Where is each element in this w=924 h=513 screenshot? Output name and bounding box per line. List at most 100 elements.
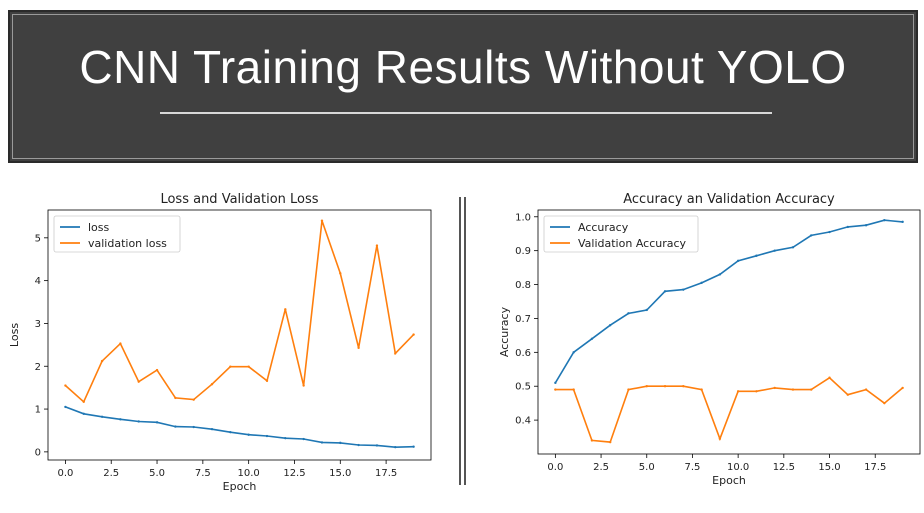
y-tick-label: 4 (35, 276, 41, 287)
x-tick-label: 5.0 (149, 468, 165, 479)
y-tick-label: 0.9 (515, 246, 531, 257)
data-point-validation-loss (64, 384, 67, 387)
title-banner: CNN Training Results Without YOLO (8, 10, 918, 163)
data-point-validation-accuracy (773, 386, 776, 390)
banner-underline (160, 112, 772, 114)
data-point-validation-accuracy (608, 440, 612, 444)
data-point-loss (247, 433, 250, 436)
data-point-accuracy (682, 288, 685, 291)
data-point-loss (155, 421, 159, 424)
x-tick-label: 10.0 (238, 468, 260, 479)
chart-title: Loss and Validation Loss (160, 192, 318, 207)
data-point-validation-accuracy (700, 388, 703, 391)
data-point-validation-loss (302, 384, 305, 387)
data-point-validation-loss (155, 368, 159, 372)
data-point-validation-loss (229, 365, 232, 368)
data-point-validation-loss (339, 272, 342, 275)
data-point-validation-accuracy (755, 390, 758, 393)
data-point-validation-loss (210, 383, 214, 386)
y-axis-label: Loss (8, 323, 21, 347)
data-point-validation-loss (192, 398, 195, 401)
y-tick-label: 0 (35, 447, 41, 458)
data-point-validation-loss (119, 342, 122, 345)
data-point-validation-accuracy (828, 376, 831, 379)
legend-label: Accuracy (578, 221, 629, 234)
data-point-loss (284, 436, 287, 440)
chart-title: Accuracy an Validation Accuracy (623, 192, 835, 207)
data-point-loss (265, 434, 269, 438)
data-point-accuracy (901, 220, 904, 224)
data-point-validation-accuracy (627, 388, 630, 391)
data-point-accuracy (645, 308, 648, 312)
x-tick-label: 2.5 (593, 462, 609, 473)
legend-label: Validation Accuracy (578, 237, 687, 250)
x-tick-label: 15.0 (818, 462, 840, 473)
data-point-validation-loss (375, 244, 379, 247)
y-tick-label: 1 (35, 405, 41, 416)
data-point-validation-accuracy (645, 385, 648, 388)
x-tick-label: 17.5 (864, 462, 886, 473)
data-point-loss (229, 430, 232, 434)
data-point-accuracy (572, 351, 575, 354)
y-tick-label: 0.6 (515, 348, 531, 359)
data-point-loss (210, 427, 214, 431)
data-point-accuracy (846, 225, 850, 229)
legend-box (543, 215, 699, 253)
data-point-validation-accuracy (718, 437, 722, 440)
data-point-accuracy (590, 337, 594, 340)
legend-box (53, 215, 181, 253)
series-line-accuracy (554, 219, 903, 384)
y-tick-label: 5 (35, 233, 41, 244)
data-point-validation-loss (357, 346, 360, 350)
data-point-validation-loss (247, 365, 250, 368)
data-point-validation-accuracy (883, 401, 886, 405)
data-point-validation-loss (284, 308, 287, 311)
data-point-accuracy (627, 312, 630, 315)
chart-divider (459, 197, 466, 485)
data-point-accuracy (828, 230, 831, 234)
loss-chart: Loss and Validation Loss 0.0 2.5 5.0 7.5 10.0… (8, 192, 432, 493)
data-point-accuracy (736, 259, 740, 263)
data-point-loss (375, 444, 379, 447)
data-point-accuracy (791, 246, 795, 249)
data-point-loss (119, 418, 122, 421)
y-tick-label: 0.8 (515, 280, 531, 291)
data-point-accuracy (773, 249, 776, 252)
data-point-loss (320, 441, 324, 444)
data-point-validation-accuracy (590, 439, 594, 442)
data-point-accuracy (864, 224, 868, 227)
series-line-loss (65, 406, 414, 449)
data-point-loss (357, 443, 360, 447)
series-line-validation-accuracy (555, 376, 904, 443)
data-point-validation-accuracy (901, 386, 904, 390)
data-point-accuracy (883, 218, 886, 222)
data-point-loss (82, 412, 85, 415)
data-point-validation-accuracy (791, 388, 795, 391)
data-point-accuracy (554, 381, 557, 385)
plot-frame (47, 209, 432, 461)
legend-label: loss (88, 221, 110, 234)
legend-label: validation loss (88, 237, 167, 250)
x-tick-label: 10.0 (727, 462, 749, 473)
data-point-validation-accuracy (663, 385, 667, 388)
data-point-accuracy (755, 254, 758, 257)
data-point-accuracy (608, 324, 612, 327)
x-tick-label: 7.5 (684, 462, 700, 473)
data-point-loss (174, 425, 177, 428)
x-tick-label: 7.5 (195, 468, 211, 479)
y-tick-label: 3 (35, 319, 41, 330)
x-tick-label: 0.0 (547, 462, 563, 473)
y-axis-label: Accuracy (498, 306, 511, 357)
y-tick-label: 0.5 (515, 382, 531, 393)
data-point-loss (302, 437, 305, 441)
y-tick-label: 2 (35, 362, 41, 373)
accuracy-chart: Accuracy an Validation Accuracy 0.0 2.5 5.0… (498, 192, 921, 487)
data-point-accuracy (700, 281, 703, 285)
data-point-validation-loss (265, 379, 269, 383)
data-point-validation-accuracy (572, 388, 575, 391)
x-tick-label: 17.5 (375, 468, 397, 479)
data-point-validation-loss (412, 333, 415, 336)
data-point-loss (394, 445, 397, 449)
banner-title: CNN Training Results Without YOLO (79, 41, 847, 93)
data-point-validation-loss (137, 380, 140, 383)
